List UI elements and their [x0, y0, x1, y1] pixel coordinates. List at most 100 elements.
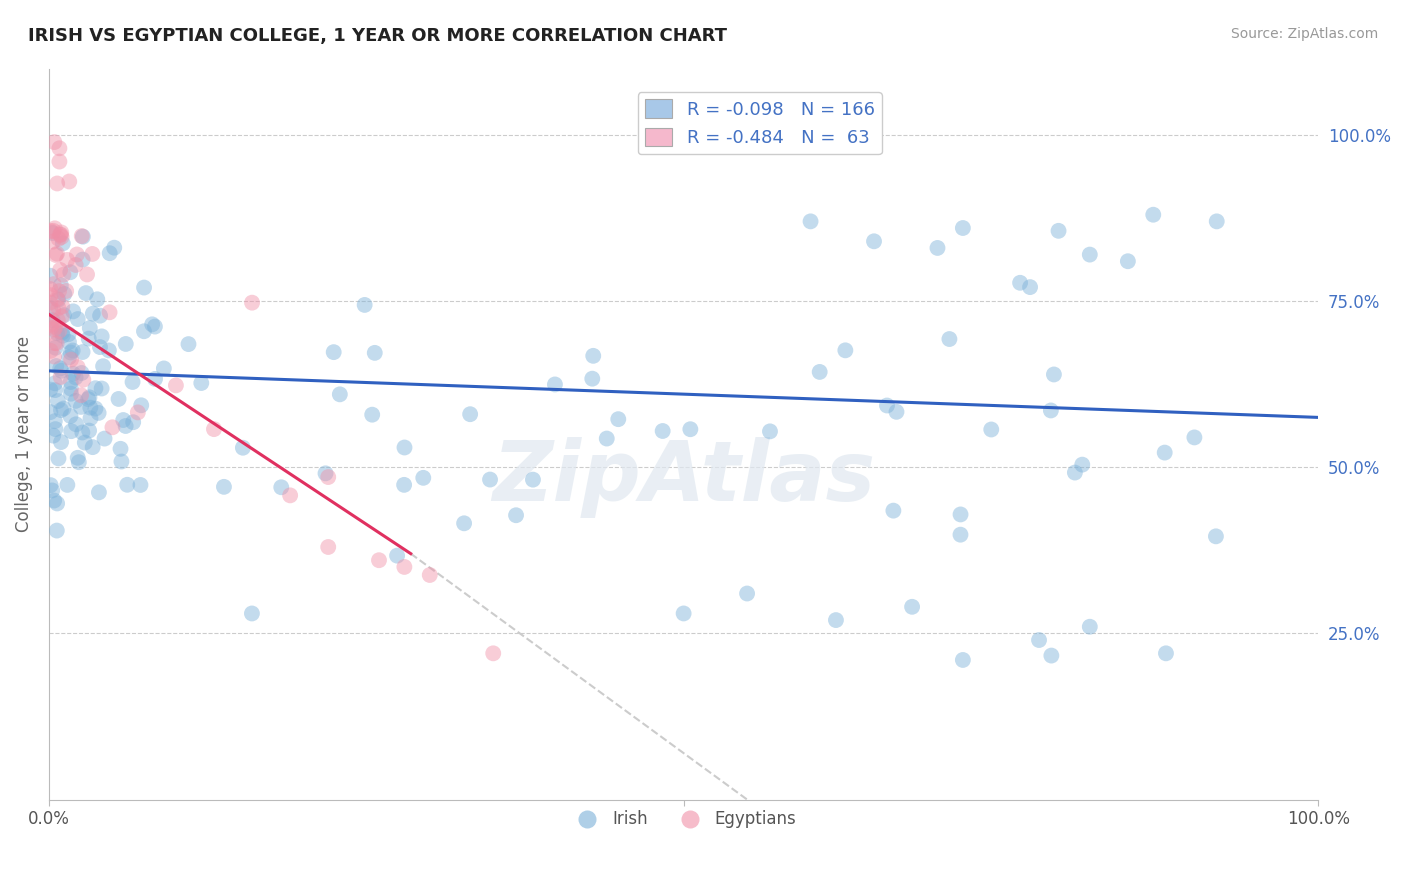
Point — [270, 480, 292, 494]
Point — [1205, 529, 1227, 543]
Legend: Irish, Egyptians: Irish, Egyptians — [564, 804, 803, 835]
Point — [127, 405, 149, 419]
Point — [72, 425, 94, 440]
Point — [42, 277, 65, 292]
Point — [863, 235, 886, 249]
Point — [392, 478, 415, 492]
Point — [44, 336, 66, 351]
Point — [39, 343, 62, 358]
Point — [202, 422, 225, 436]
Point — [75, 286, 97, 301]
Point — [315, 467, 337, 481]
Point — [58, 174, 80, 188]
Point — [132, 280, 155, 294]
Point — [316, 470, 339, 484]
Point — [58, 327, 80, 342]
Point — [58, 334, 80, 349]
Point — [1028, 633, 1050, 648]
Point — [46, 313, 69, 327]
Point — [103, 241, 125, 255]
Point — [59, 382, 82, 396]
Point — [60, 352, 83, 367]
Point — [41, 313, 63, 327]
Point — [53, 287, 76, 301]
Point — [364, 346, 387, 360]
Point — [41, 226, 63, 240]
Point — [114, 337, 136, 351]
Point — [39, 268, 62, 283]
Point — [1043, 368, 1066, 382]
Point — [45, 359, 67, 373]
Point — [132, 324, 155, 338]
Point — [53, 308, 76, 322]
Point — [949, 527, 972, 541]
Point — [59, 345, 82, 359]
Point — [44, 376, 66, 391]
Point — [952, 653, 974, 667]
Point — [458, 407, 481, 421]
Point — [110, 442, 132, 456]
Point — [73, 435, 96, 450]
Point — [46, 394, 69, 409]
Point — [46, 292, 69, 306]
Point — [66, 247, 89, 261]
Point — [44, 320, 66, 334]
Point — [42, 322, 65, 336]
Point — [232, 441, 254, 455]
Point — [1116, 254, 1139, 268]
Point — [544, 377, 567, 392]
Point — [44, 221, 66, 235]
Point — [190, 376, 212, 390]
Point — [58, 351, 80, 365]
Point — [39, 282, 62, 296]
Point — [799, 214, 821, 228]
Point — [651, 424, 673, 438]
Point — [394, 560, 416, 574]
Point — [522, 473, 544, 487]
Point — [62, 367, 84, 381]
Point — [115, 477, 138, 491]
Point — [90, 382, 112, 396]
Point — [51, 364, 73, 378]
Point — [44, 414, 66, 428]
Y-axis label: College, 1 year or more: College, 1 year or more — [15, 336, 32, 533]
Point — [596, 432, 619, 446]
Point — [39, 288, 62, 302]
Point — [42, 235, 65, 249]
Point — [165, 378, 187, 392]
Point — [39, 478, 62, 492]
Point — [51, 300, 73, 314]
Point — [1182, 430, 1205, 444]
Point — [980, 422, 1002, 436]
Point — [82, 440, 104, 454]
Point — [45, 524, 67, 538]
Point — [48, 451, 70, 466]
Point — [42, 303, 65, 318]
Point — [52, 401, 75, 416]
Point — [394, 441, 416, 455]
Point — [952, 221, 974, 235]
Point — [825, 613, 848, 627]
Point — [1071, 458, 1094, 472]
Point — [82, 307, 104, 321]
Point — [72, 373, 94, 387]
Point — [42, 428, 65, 442]
Point — [48, 141, 70, 155]
Point — [46, 326, 69, 340]
Point — [122, 415, 145, 429]
Point — [87, 406, 110, 420]
Point — [129, 478, 152, 492]
Point — [49, 263, 72, 277]
Text: Source: ZipAtlas.com: Source: ZipAtlas.com — [1230, 27, 1378, 41]
Point — [143, 372, 166, 386]
Text: ZipAtlas: ZipAtlas — [492, 437, 875, 518]
Point — [97, 343, 120, 358]
Point — [66, 450, 89, 465]
Point — [62, 304, 84, 318]
Point — [672, 607, 695, 621]
Point — [153, 361, 176, 376]
Point — [1205, 214, 1227, 228]
Point — [759, 425, 782, 439]
Point — [107, 392, 129, 406]
Point — [67, 455, 90, 469]
